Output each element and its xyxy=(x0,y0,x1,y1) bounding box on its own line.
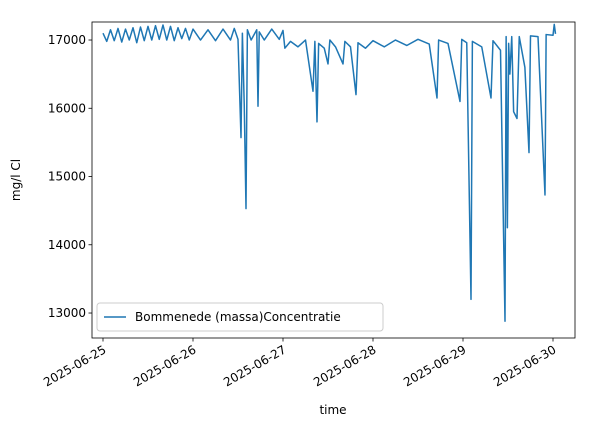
x-tick-label: 2025-06-29 xyxy=(401,342,468,389)
x-tick-label: 2025-06-28 xyxy=(311,342,378,389)
x-tick-label: 2025-06-26 xyxy=(131,342,198,389)
y-tick-label: 14000 xyxy=(48,238,86,252)
legend: Bommenede (massa)Concentratie xyxy=(96,302,384,332)
y-tick-label: 17000 xyxy=(48,33,86,47)
legend-box xyxy=(96,302,384,332)
x-tick-label: 2025-06-27 xyxy=(221,342,288,389)
y-axis-label: mg/l Cl xyxy=(9,159,23,201)
y-tick-label: 13000 xyxy=(48,306,86,320)
x-tick-label: 2025-06-25 xyxy=(41,342,108,389)
y-tick-label: 15000 xyxy=(48,170,86,184)
data-line xyxy=(102,23,557,322)
x-tick-label: 2025-06-30 xyxy=(491,342,558,389)
plot-frame xyxy=(91,21,576,339)
x-axis-label: time xyxy=(319,403,346,417)
legend-label: Bommenede (massa)Concentratie xyxy=(135,310,341,324)
y-tick-label: 16000 xyxy=(48,101,86,115)
